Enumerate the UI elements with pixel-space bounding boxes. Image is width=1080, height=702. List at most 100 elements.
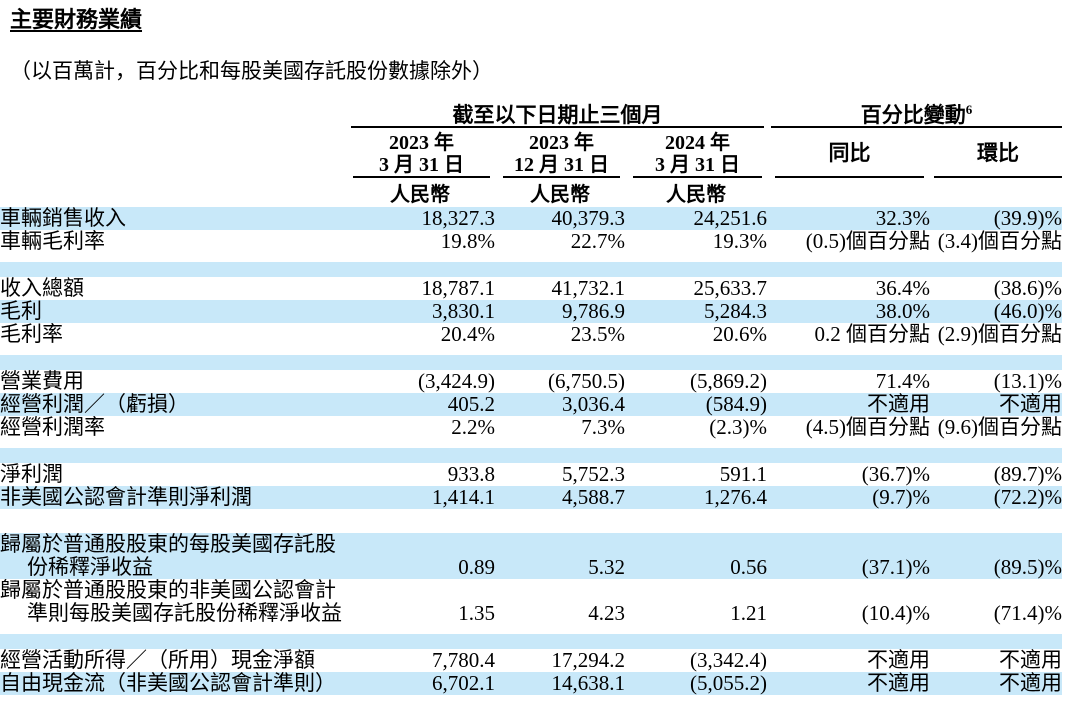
row-label: 車輛銷售收入 <box>0 207 345 230</box>
cell-value: 591.1 <box>719 462 767 486</box>
row-label-line: 非美國公認會計準則淨利潤 <box>0 485 252 509</box>
col-header-qoq: 環比 <box>934 128 1062 178</box>
table-row: 車輛銷售收入 18,327.3 40,379.3 24,251.6 32.3% (39.9… <box>0 207 1062 230</box>
row-label-line: 毛利 <box>0 299 42 323</box>
row-label-line: 歸屬於普通股股東的非美國公認會計 <box>0 578 336 602</box>
table-row: 經營活動所得／（所用）現金淨額 7,780.4 17,294.2 (3,342.4) 不… <box>0 649 1062 672</box>
date-year: 2024 年 <box>665 132 730 154</box>
spacer-cell <box>0 253 1062 277</box>
empty-header-cell <box>930 178 1062 207</box>
table-row: 淨利潤 933.8 5,752.3 591.1 (36.7)% (89.7)% <box>0 463 1062 486</box>
cell-value: (2.9)個百分點 <box>937 322 1062 346</box>
row-label: 營業費用 <box>0 370 345 393</box>
date-year: 2023 年 <box>389 132 454 154</box>
table-row: 歸屬於普通股股東的每股美國存託股 份稀釋淨收益 0.89 5.32 0.56 (37.1)… <box>0 533 1062 579</box>
date-year: 2023 年 <box>529 132 594 154</box>
cell-value: 1.35 <box>458 601 495 625</box>
cell-value: (4.5)個百分點 <box>805 415 930 439</box>
row-label: 經營活動所得／（所用）現金淨額 <box>0 649 345 672</box>
cell-value: 不適用 <box>867 648 930 672</box>
row-label: 歸屬於普通股股東的非美國公認會計 準則每股美國存託股份稀釋淨收益 <box>0 579 345 625</box>
table-row: 營業費用 (3,424.9) (6,750.5) (5,869.2) 71.4% (13.… <box>0 370 1062 393</box>
cell-value: 36.4% <box>875 276 930 300</box>
cell-value: 405.2 <box>345 393 495 416</box>
cell-value: (72.2)% <box>930 486 1062 509</box>
cell-value: (13.1)% <box>993 369 1062 393</box>
cell-value: 3,830.1 <box>345 300 495 323</box>
pct-change-group-cell: 百分比變動6 <box>767 103 1062 128</box>
table-row: 非美國公認會計準則淨利潤 1,414.1 4,588.7 1,276.4 (9.7)%(… <box>0 486 1062 509</box>
cell-value: 18,327.3 <box>345 207 495 230</box>
label-column-spacer <box>0 105 345 128</box>
cell-value: (2.3)% <box>709 415 767 439</box>
col-header-2023-03-31-cell: 2023 年 3 月 31 日 <box>345 128 495 178</box>
col-header-yoy: 同比 <box>775 128 924 178</box>
col-header-qoq-cell: 環比 <box>930 128 1062 178</box>
cell-value: (3.4)個百分點 <box>937 229 1062 253</box>
cell-value: 4,588.7 <box>495 486 625 509</box>
spacer-row <box>0 253 1062 277</box>
pct-change-group-header: 百分比變動6 <box>771 103 1062 128</box>
row-label: 毛利 <box>0 300 345 323</box>
row-label-line: 毛利率 <box>0 322 63 346</box>
cell-value: (0.5)個百分點 <box>805 229 930 253</box>
row-label-line: 車輛毛利率 <box>0 229 105 253</box>
cell-value: (584.9) <box>625 393 767 416</box>
period-group-header: 截至以下日期止三個月 <box>351 105 764 128</box>
row-label: 毛利率 <box>0 323 345 346</box>
currency-label: 人民幣 <box>666 184 726 206</box>
row-label-line: 經營利潤／（虧損） <box>0 392 189 416</box>
cell-value: (89.5)% <box>930 533 1062 579</box>
row-label-line: 收入總額 <box>0 276 84 300</box>
row-label-line: 經營活動所得／（所用）現金淨額 <box>0 648 315 672</box>
cell-value: 0.56 <box>625 533 767 579</box>
row-label-line: 歸屬於普通股股東的每股美國存託股 <box>0 532 336 556</box>
cell-value: 25,633.7 <box>693 276 768 300</box>
cell-value: (71.4)% <box>993 601 1062 625</box>
spacer-cell <box>0 346 1062 370</box>
cell-value: 41,732.1 <box>551 276 626 300</box>
table-row: 收入總額 18,787.1 41,732.1 25,633.7 36.4% (38.6)% <box>0 277 1062 300</box>
cell-value: 22.7% <box>570 229 625 253</box>
table-row: 經營利潤／（虧損） 405.2 3,036.4 (584.9) 不適用 不適用 <box>0 393 1062 416</box>
cell-value: (3,342.4) <box>690 648 767 672</box>
cell-value: 不適用 <box>999 648 1062 672</box>
cell-value: 不適用 <box>767 672 930 695</box>
col-header-2023-12-31-cell: 2023 年 12 月 31 日 <box>495 128 625 178</box>
cell-value: 不適用 <box>930 393 1062 416</box>
row-label: 收入總額 <box>0 277 345 300</box>
empty-header-cell <box>767 178 930 207</box>
table-header: 截至以下日期止三個月 百分比變動6 2023 年 3 月 31 日 2023 年 <box>0 103 1062 207</box>
col-header-2024-03-31: 2024 年 3 月 31 日 <box>633 128 762 178</box>
cell-value: (9.7)% <box>767 486 930 509</box>
spacer-band <box>0 355 1062 370</box>
period-group-cell: 截至以下日期止三個月 <box>345 105 767 128</box>
spacer-row <box>0 346 1062 370</box>
date-day: 3 月 31 日 <box>379 154 464 176</box>
cell-value: (36.7)% <box>861 462 930 486</box>
cell-value: 1.21 <box>730 601 767 625</box>
cell-value: 3,036.4 <box>495 393 625 416</box>
row-label-line: 準則每股美國存託股份稀釋淨收益 <box>27 601 342 625</box>
row-label-line: 份稀釋淨收益 <box>27 555 153 579</box>
spacer-cell <box>0 509 1062 533</box>
spacer-cell <box>0 625 1062 649</box>
row-label: 歸屬於普通股股東的每股美國存託股 份稀釋淨收益 <box>0 533 345 579</box>
cell-value: 5,284.3 <box>625 300 767 323</box>
cell-value: 2.2% <box>451 415 495 439</box>
row-label: 自由現金流（非美國公認會計準則） <box>0 672 345 695</box>
date-day: 12 月 31 日 <box>514 154 609 176</box>
cell-value: (5,055.2) <box>625 672 767 695</box>
cell-value: (5,869.2) <box>690 369 767 393</box>
cell-value: (37.1)% <box>767 533 930 579</box>
row-label: 非美國公認會計準則淨利潤 <box>0 486 345 509</box>
cell-value: 24,251.6 <box>625 207 767 230</box>
row-label-line: 自由現金流（非美國公認會計準則） <box>0 671 336 695</box>
cell-value: 19.8% <box>440 229 495 253</box>
cell-value: 17,294.2 <box>551 648 626 672</box>
spacer-row <box>0 439 1062 463</box>
row-label: 經營利潤／（虧損） <box>0 393 345 416</box>
spacer-row <box>0 625 1062 649</box>
page-title: 主要財務業績 <box>10 7 143 32</box>
date-day: 3 月 31 日 <box>655 154 740 176</box>
